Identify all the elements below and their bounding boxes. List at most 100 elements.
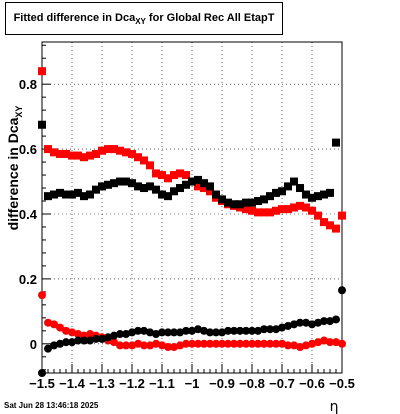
data-point (152, 330, 160, 339)
data-point (44, 344, 52, 353)
chart-title-main: Fitted difference in Dca (13, 12, 136, 24)
data-point (224, 326, 232, 335)
data-point (86, 151, 94, 160)
data-point (206, 187, 214, 196)
data-point (314, 338, 322, 347)
data-point (92, 334, 100, 343)
data-point (50, 190, 58, 199)
data-point (272, 188, 280, 197)
y-axis-label: difference in DcaXY (5, 106, 24, 231)
data-point (62, 149, 70, 158)
data-point (158, 190, 166, 199)
data-point (176, 341, 184, 350)
data-point (308, 193, 316, 202)
date-stamp: Sat Jun 28 13:46:18 2025 (4, 401, 99, 410)
x-tick-label: −1.1 (149, 376, 175, 391)
data-points (38, 67, 346, 377)
data-point (68, 338, 76, 347)
data-point (134, 339, 142, 348)
data-point (206, 328, 214, 337)
data-point (182, 180, 190, 189)
data-point (260, 325, 268, 334)
data-point (62, 338, 70, 347)
x-tick-label: −0.9 (209, 376, 235, 391)
y-tick-label: 0.4 (19, 207, 38, 222)
data-point (56, 323, 64, 332)
data-point (272, 325, 280, 334)
data-point (98, 334, 106, 343)
data-point (80, 192, 88, 201)
data-point (308, 206, 316, 215)
data-point (110, 179, 118, 188)
data-point (110, 331, 118, 340)
data-point (176, 169, 184, 178)
data-point (314, 192, 322, 201)
data-point (254, 208, 262, 217)
data-point (206, 182, 214, 191)
data-point (56, 188, 64, 197)
data-point (230, 339, 238, 348)
chart-title-subscript: XY (135, 17, 146, 27)
x-axis-label: η (330, 399, 339, 414)
data-point (278, 205, 286, 214)
data-point (68, 151, 76, 160)
data-point (290, 341, 298, 350)
data-point (260, 208, 268, 217)
data-point (146, 161, 154, 170)
data-point (266, 192, 274, 201)
data-point (128, 149, 136, 158)
data-point (218, 339, 226, 348)
data-point (332, 138, 340, 147)
data-point (170, 171, 178, 180)
data-point (86, 190, 94, 199)
data-point (338, 286, 346, 295)
data-point (74, 188, 82, 197)
data-point (44, 145, 52, 154)
data-point (116, 341, 124, 350)
data-point (164, 328, 172, 337)
data-point (104, 180, 112, 189)
data-point (146, 182, 154, 191)
data-point (290, 203, 298, 212)
data-point (278, 187, 286, 196)
data-point (170, 328, 178, 337)
data-point (242, 205, 250, 214)
data-point (230, 200, 238, 209)
data-point (200, 339, 208, 348)
data-point (260, 195, 268, 204)
data-point (326, 188, 334, 197)
data-point (134, 182, 142, 191)
data-point (38, 67, 46, 76)
x-tick-labels: −1.5 −1.4 −1.3 −1.2 −1.1 −1 −0.9 −0.8 −0.7 −0.6 −0… (29, 376, 355, 391)
data-point (284, 182, 292, 191)
data-point (176, 328, 184, 337)
data-point (320, 336, 328, 345)
data-point (290, 320, 298, 329)
data-point (302, 341, 310, 350)
data-point (128, 328, 136, 337)
data-point (284, 321, 292, 330)
data-point (86, 330, 94, 339)
x-tick-label: −0.5 (329, 376, 355, 391)
data-point (68, 328, 76, 337)
data-point (200, 184, 208, 193)
data-point (194, 325, 202, 334)
data-point (308, 339, 316, 348)
data-point (44, 192, 52, 201)
data-point (128, 179, 136, 188)
data-point (260, 339, 268, 348)
data-point (326, 221, 334, 230)
data-point (134, 326, 142, 335)
data-point (236, 339, 244, 348)
data-point (188, 339, 196, 348)
data-point (182, 326, 190, 335)
data-point (272, 206, 280, 215)
data-point (266, 208, 274, 217)
data-point (218, 195, 226, 204)
data-point (290, 177, 298, 186)
data-point (320, 218, 328, 227)
data-point (56, 149, 64, 158)
data-point (212, 190, 220, 199)
data-point (98, 146, 106, 155)
data-point (110, 338, 118, 347)
